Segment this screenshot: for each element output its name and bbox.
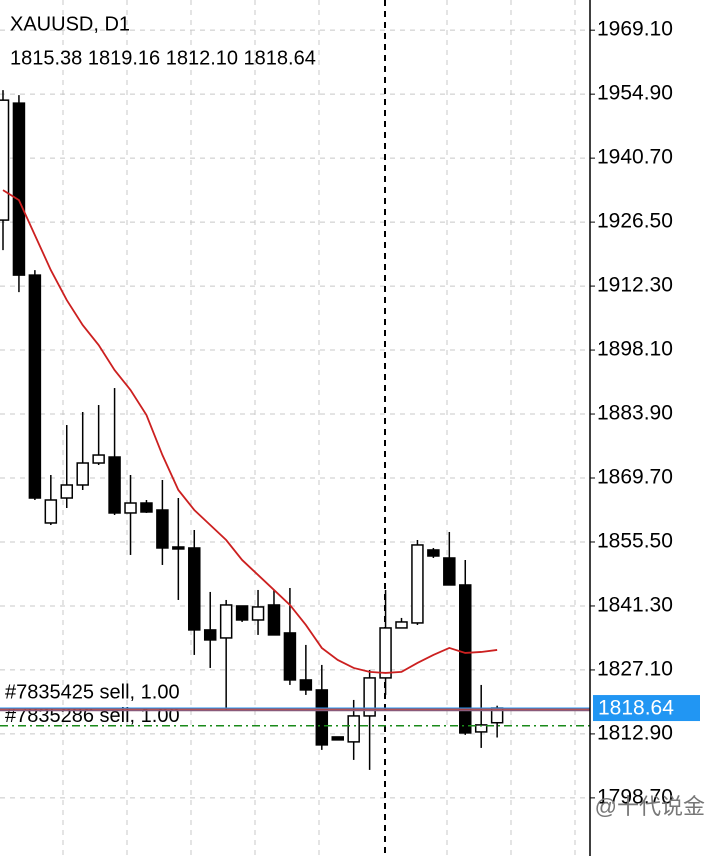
candle-body bbox=[219, 604, 233, 639]
candle-body bbox=[395, 621, 408, 629]
y-tick-label: 1926.50 bbox=[597, 210, 673, 233]
candle-body bbox=[283, 632, 297, 681]
candle-body bbox=[12, 102, 26, 276]
order-label: #7835425 sell, 1.00 bbox=[5, 681, 180, 703]
candle bbox=[251, 589, 265, 635]
candle-body bbox=[443, 557, 456, 586]
candle bbox=[363, 669, 376, 770]
price-axis-labels: 1969.10 1954.90 1940.70 1926.50 1912.30 1898.… bbox=[590, 18, 700, 808]
candle-body bbox=[331, 736, 344, 741]
candle bbox=[188, 529, 201, 655]
y-tick-label: 1954.90 bbox=[597, 82, 673, 105]
candle bbox=[12, 95, 26, 293]
candle bbox=[267, 589, 281, 636]
candle bbox=[76, 412, 89, 490]
candle bbox=[315, 664, 329, 750]
candle bbox=[124, 474, 137, 555]
candle-body bbox=[140, 502, 153, 513]
candle bbox=[60, 425, 74, 509]
y-tick-label: 1869.70 bbox=[597, 466, 673, 489]
candle bbox=[44, 474, 58, 525]
candle bbox=[443, 531, 456, 586]
candle bbox=[219, 599, 233, 710]
y-tick-label: 1883.90 bbox=[597, 402, 673, 425]
candle-body bbox=[172, 546, 185, 550]
candle bbox=[395, 617, 408, 629]
candle-body bbox=[124, 502, 137, 514]
y-tick-label: 1841.30 bbox=[597, 594, 673, 617]
candle bbox=[459, 559, 472, 735]
y-tick-label: 1855.50 bbox=[597, 530, 673, 553]
candle-body bbox=[76, 462, 89, 486]
candles bbox=[0, 90, 504, 770]
candle bbox=[203, 591, 217, 668]
candle-body bbox=[203, 629, 217, 641]
candle bbox=[427, 547, 440, 558]
candle-body bbox=[251, 606, 265, 621]
candle-body bbox=[315, 689, 329, 746]
candle-body bbox=[347, 715, 360, 743]
candle-body bbox=[299, 679, 313, 691]
current-price-box bbox=[593, 695, 700, 722]
y-tick-label: 1969.10 bbox=[597, 18, 673, 41]
candle-body bbox=[379, 627, 392, 679]
candle bbox=[0, 90, 10, 251]
y-tick-label: 1940.70 bbox=[597, 146, 673, 169]
candle bbox=[299, 644, 313, 695]
y-tick-label: 1898.10 bbox=[597, 338, 673, 361]
candle-body bbox=[235, 605, 249, 621]
candle-body bbox=[267, 604, 281, 636]
candle-body bbox=[363, 677, 376, 717]
candle-body bbox=[92, 454, 105, 464]
candle bbox=[411, 540, 424, 625]
candle bbox=[140, 499, 153, 513]
moving-average bbox=[2, 189, 498, 674]
candle bbox=[474, 684, 488, 748]
y-tick-label: 1827.10 bbox=[597, 657, 673, 680]
candle bbox=[379, 589, 392, 695]
candle-body bbox=[474, 724, 488, 733]
candle bbox=[331, 736, 344, 741]
candle bbox=[108, 388, 121, 515]
y-tick-label: 1812.90 bbox=[597, 721, 673, 744]
candle-body bbox=[411, 544, 424, 624]
candle-body bbox=[108, 456, 121, 514]
candle-body bbox=[44, 499, 58, 524]
candle-body bbox=[156, 509, 169, 549]
candle bbox=[235, 605, 249, 622]
candle-body bbox=[459, 584, 472, 734]
y-tick-label: 1798.70 bbox=[597, 785, 673, 808]
candle-body bbox=[28, 274, 42, 499]
candle-body bbox=[60, 484, 74, 499]
ohlc-header: 1815.38 1819.16 1812.10 1818.64 bbox=[10, 47, 316, 69]
candle bbox=[28, 270, 42, 500]
candle-body bbox=[0, 99, 10, 221]
candle bbox=[172, 498, 185, 600]
y-tick-label: 1912.30 bbox=[597, 274, 673, 297]
candle bbox=[92, 405, 105, 465]
candle-body bbox=[188, 547, 201, 631]
current-price-label: 1818.64 bbox=[598, 697, 674, 720]
candle bbox=[156, 479, 169, 565]
price-lines: #7835286 sell, 1.00#7835425 sell, 1.00 bbox=[0, 681, 590, 727]
grid bbox=[0, 29, 590, 799]
candle-body bbox=[427, 549, 440, 557]
watermark: @十代说金 bbox=[595, 794, 705, 819]
chart-title: XAUUSD, D1 bbox=[10, 13, 130, 35]
